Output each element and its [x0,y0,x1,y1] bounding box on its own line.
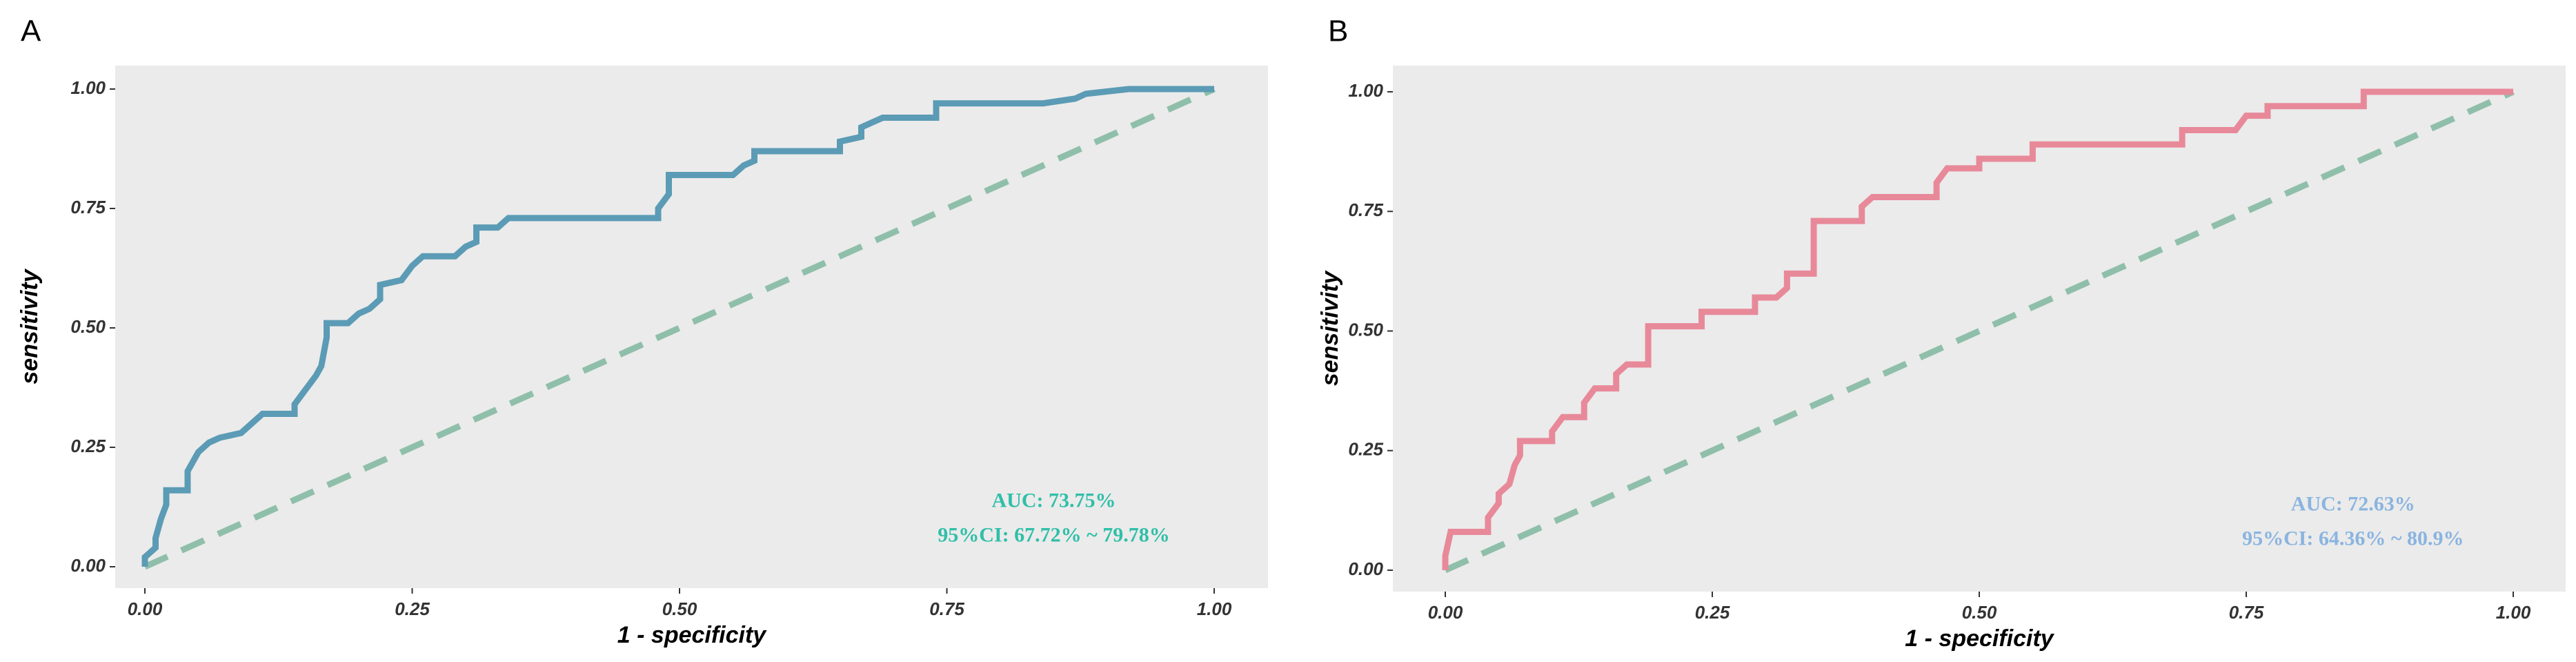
y-tick-label: 0.00 [1348,558,1383,579]
y-tick-label: 1.00 [70,77,106,98]
x-tick-label: 0.50 [662,598,697,619]
x-tick-label: 0.25 [395,598,430,619]
x-tick-label: 0.75 [2229,602,2264,623]
panel-label: B [1328,14,1348,48]
y-tick-label: 0.25 [1348,439,1383,460]
y-tick-label: 1.00 [1348,80,1383,101]
y-tick-label: 0.50 [70,316,106,337]
x-axis-title: 1 - specificity [1905,625,2055,652]
roc-curve [1442,88,2513,570]
x-tick-label: 0.25 [1695,602,1730,623]
annotation: AUC: 72.63% [2291,492,2415,515]
x-axis-title: 1 - specificity [617,622,768,648]
annotation: AUC: 73.75% [992,489,1116,512]
y-axis-title: sensitivity [17,268,43,384]
x-tick-label: 1.00 [2496,602,2531,623]
annotation: 95%CI: 67.72% ~ 79.78% [938,523,1169,546]
roc-curve [141,86,1214,567]
y-tick-label: 0.25 [70,436,106,456]
y-tick-label: 0.75 [1348,199,1383,220]
panel-label: A [21,14,41,48]
y-axis-title: sensitivity [1317,270,1343,386]
y-tick-label: 0.50 [1348,319,1383,340]
x-tick-label: 0.75 [929,598,964,619]
x-tick-label: 0.50 [1962,602,1997,623]
reference-diagonal [1444,88,2515,574]
y-tick-label: 0.75 [70,197,106,217]
y-tick-label: 0.00 [70,555,106,576]
x-tick-label: 0.00 [128,598,163,619]
x-tick-label: 0.00 [1428,602,1463,623]
x-tick-label: 1.00 [1197,598,1232,619]
reference-diagonal [143,86,1216,570]
annotation: 95%CI: 64.36% ~ 80.9% [2242,527,2464,549]
